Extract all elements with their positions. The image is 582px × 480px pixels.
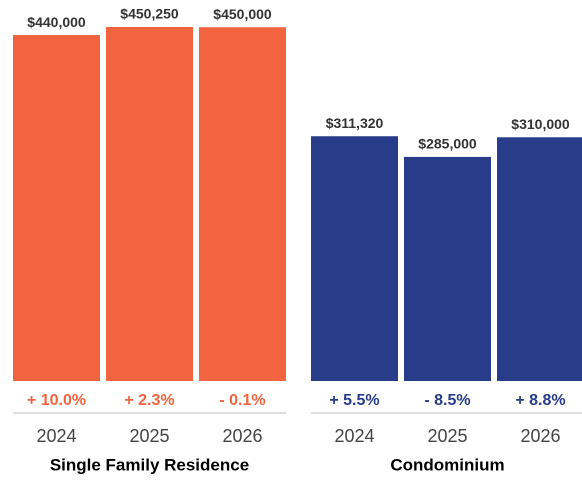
bar bbox=[13, 35, 100, 381]
value-label: $311,320 bbox=[326, 115, 384, 131]
group-label: Single Family Residence bbox=[50, 455, 249, 474]
value-label: $450,250 bbox=[120, 6, 179, 22]
change-label: + 8.8% bbox=[515, 392, 565, 409]
bar bbox=[404, 156, 491, 381]
change-label: + 10.0% bbox=[27, 392, 86, 409]
bar bbox=[311, 136, 398, 381]
bar bbox=[106, 27, 193, 381]
change-label: + 2.3% bbox=[124, 392, 174, 409]
value-label: $450,000 bbox=[213, 6, 272, 22]
bar bbox=[497, 137, 582, 381]
value-label: $440,000 bbox=[27, 14, 86, 30]
change-label: + 5.5% bbox=[329, 392, 379, 409]
bar bbox=[199, 27, 286, 381]
x-tick-label: 2024 bbox=[334, 426, 374, 446]
x-tick-label: 2024 bbox=[36, 426, 76, 446]
group-label: Condominium bbox=[390, 455, 504, 474]
x-tick-label: 2025 bbox=[427, 426, 467, 446]
change-label: - 8.5% bbox=[424, 392, 470, 409]
value-label: $285,000 bbox=[418, 136, 477, 152]
value-label: $310,000 bbox=[511, 116, 570, 132]
change-label: - 0.1% bbox=[219, 392, 265, 409]
x-tick-label: 2026 bbox=[222, 426, 262, 446]
x-tick-label: 2026 bbox=[520, 426, 560, 446]
x-tick-label: 2025 bbox=[129, 426, 169, 446]
